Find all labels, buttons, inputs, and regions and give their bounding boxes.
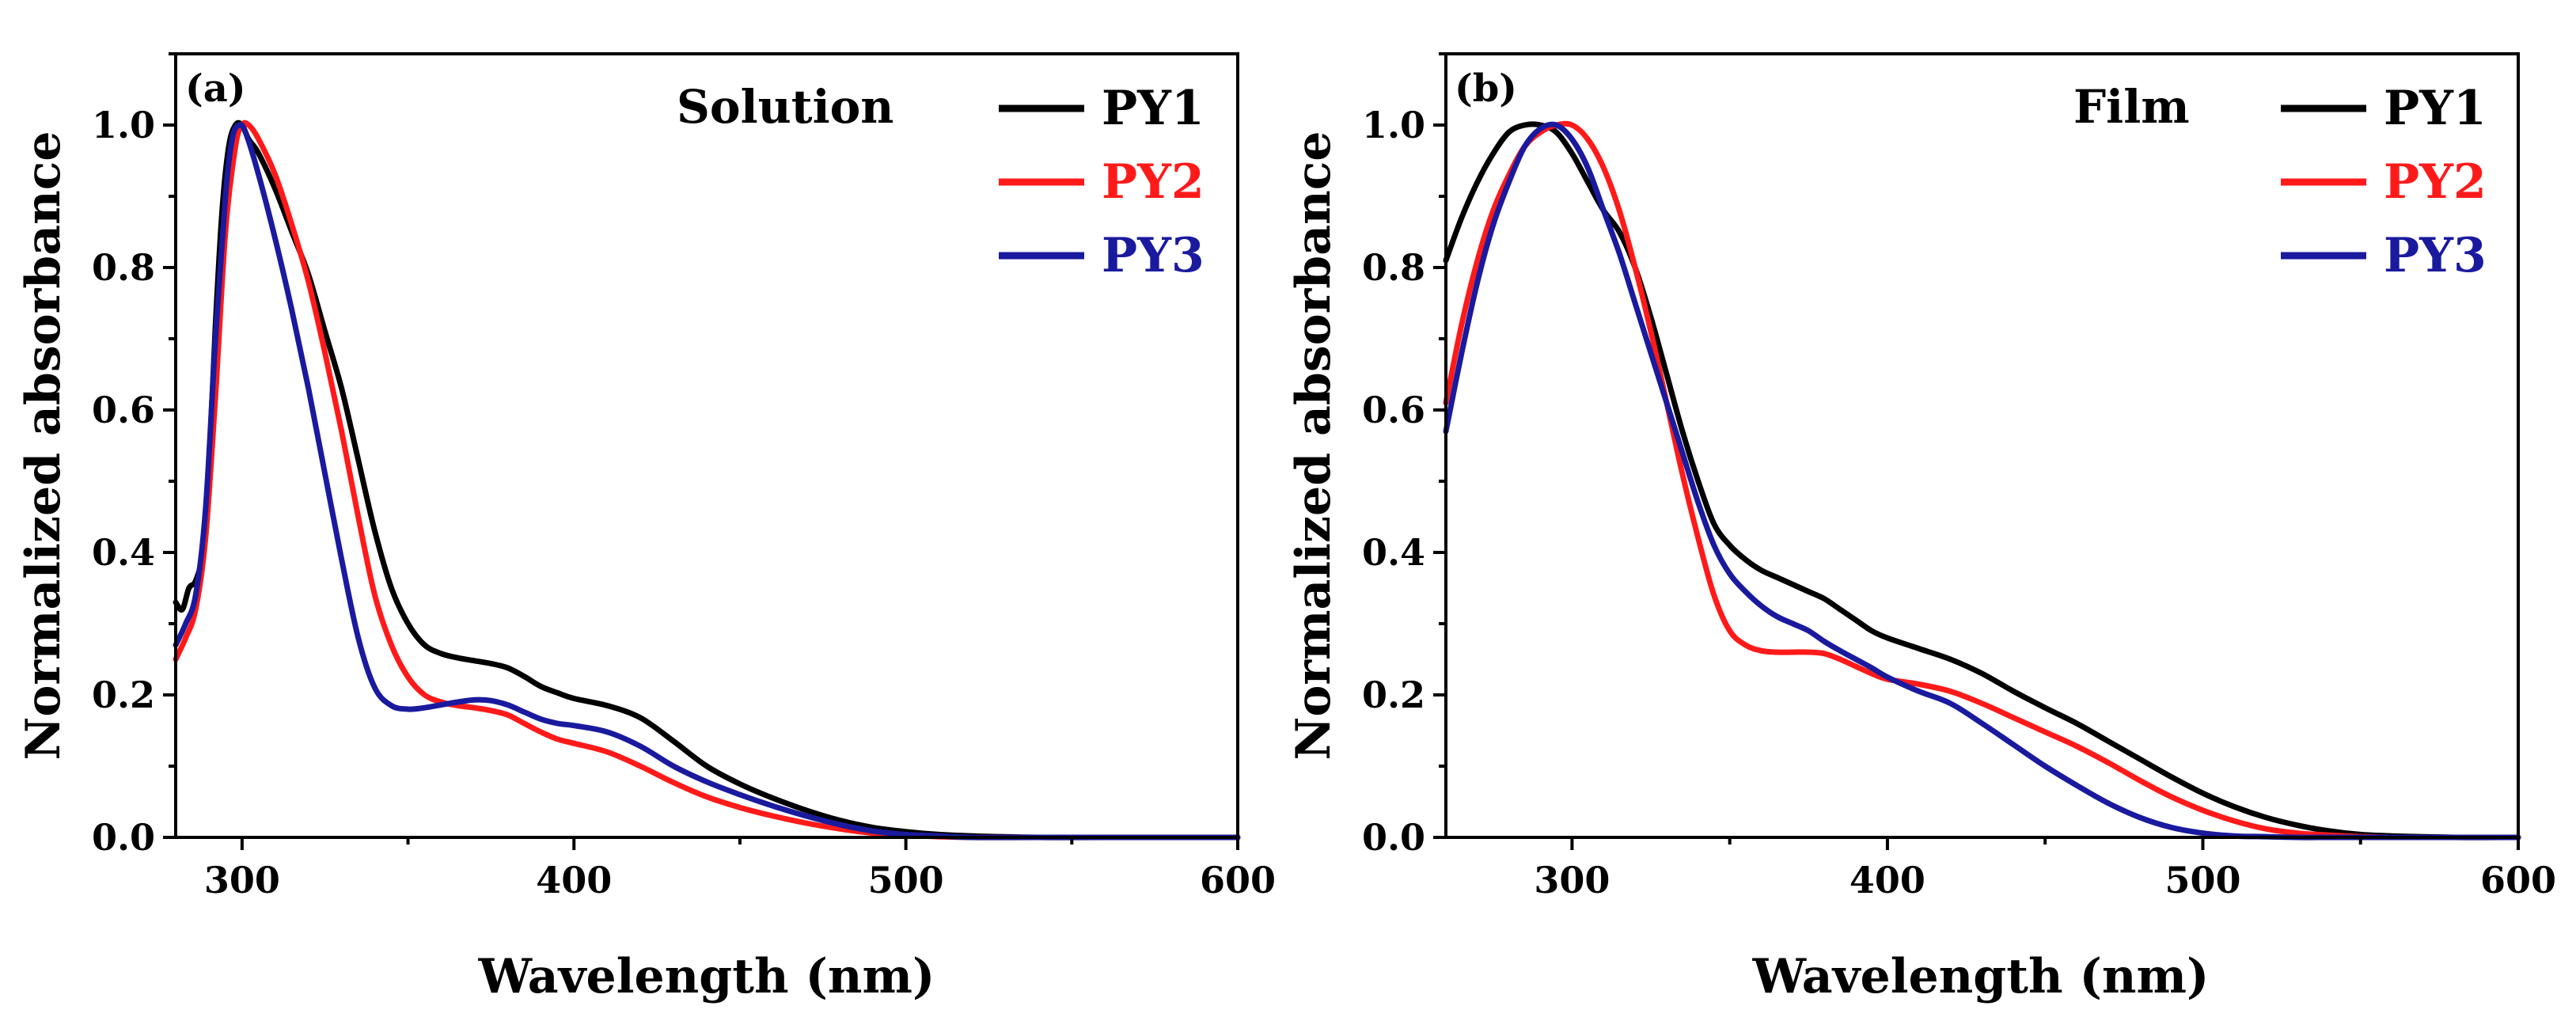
panel-b-x-tick-label: 400 [1849, 859, 1925, 901]
panel-a-y-tick-label: 0.6 [92, 389, 155, 431]
panel-b-x-tick-label: 500 [2164, 859, 2240, 901]
panel-a-plot-frame [174, 52, 1239, 839]
panel-b-legend-label-py2: PY2 [2384, 154, 2487, 210]
panel-a-series-py1 [173, 120, 1241, 841]
panel-b-x-axis-title: Wavelength (nm) [1752, 949, 2210, 1004]
panel-b-y-tick-label: 0.4 [1362, 531, 1425, 574]
panel-b-y-tick-label: 0.6 [1362, 389, 1425, 431]
panel-a-y-tick-label: 1.0 [92, 104, 155, 146]
panel-a-y-axis-title: Normalized absorbance [16, 131, 71, 761]
panel-b-y-tick-label: 0.0 [1362, 816, 1425, 859]
panel-a-tag: (a) [185, 66, 246, 111]
panel-a-x-tick-label: 300 [204, 859, 280, 901]
panel-b-y-axis-title: Normalized absorbance [1286, 131, 1341, 761]
panel-a-y-tick-label: 0.4 [92, 531, 155, 574]
panel-a-y-tick-label: 0.0 [92, 816, 155, 859]
panel-b-y-tick-label: 0.2 [1362, 674, 1425, 716]
panel-b-series-py1 [1443, 121, 2521, 841]
panel-b-y-tick-label: 1.0 [1362, 104, 1425, 146]
panel-a-x-axis-title: Wavelength (nm) [478, 949, 935, 1004]
panel-b-plot-frame [1444, 52, 2520, 839]
panel-a-x-tick-label: 400 [536, 859, 612, 901]
panel-a-legend-label-py2: PY2 [1102, 154, 1205, 210]
panel-b-series-py3 [1443, 121, 2521, 841]
panel-b-legend-label-py3: PY3 [2384, 228, 2487, 283]
panel-b-legend: PY1 PY2 PY3 [2281, 81, 2487, 283]
panel-b-ticks-layer: 300 400 500 600 0.0 0.2 0.4 0.6 0.8 1.0 [1362, 52, 2556, 901]
panel-b-series-layer [1443, 120, 2521, 841]
panel-b-legend-label-py1: PY1 [2384, 81, 2487, 136]
panel-a-series-layer [173, 120, 1241, 841]
panel-a-legend-label-py3: PY3 [1102, 228, 1205, 283]
panel-b-tag: (b) [1455, 66, 1517, 111]
panel-b-series-py2 [1443, 120, 2521, 841]
panel-b-x-tick-label: 600 [2480, 859, 2556, 901]
panel-b-y-tick-label: 0.8 [1362, 246, 1425, 289]
panel-a-x-tick-label: 500 [868, 859, 944, 901]
panel-a-series-py3 [173, 121, 1241, 841]
panel-a-series-py2 [173, 120, 1241, 841]
panel-a-y-tick-label: 0.2 [92, 674, 155, 716]
panel-a-solution: 300 400 500 600 0.0 0.2 0.4 0.6 0.8 1.0 (a) Solut… [16, 52, 1276, 1004]
panel-a-legend: PY1 PY2 PY3 [999, 81, 1205, 283]
panel-a-legend-label-py1: PY1 [1102, 81, 1205, 136]
panel-a-condition-label: Solution [677, 80, 893, 134]
panel-a-x-tick-label: 600 [1200, 859, 1276, 901]
panel-a-ticks-layer: 300 400 500 600 0.0 0.2 0.4 0.6 0.8 1.0 [92, 52, 1276, 901]
panel-b-x-tick-label: 300 [1534, 859, 1610, 901]
panel-a-y-tick-label: 0.8 [92, 246, 155, 289]
panel-b-condition-label: Film [2073, 80, 2190, 134]
